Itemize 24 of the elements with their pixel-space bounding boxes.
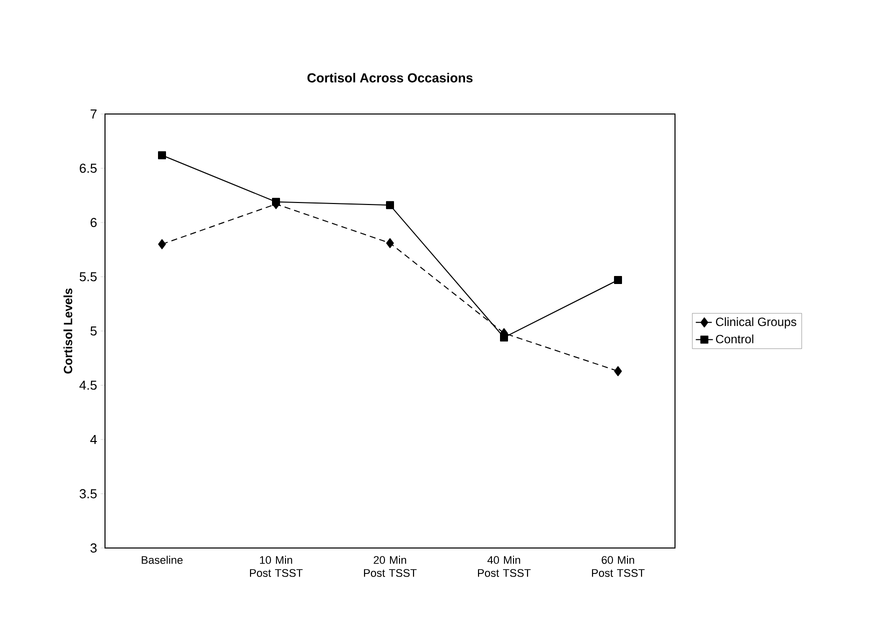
- x-tick-label: 60 Min Post TSST: [592, 556, 645, 577]
- x-tick-label: 10 Min Post TSST: [250, 556, 303, 577]
- x-tick-label: 40 Min Post TSST: [478, 556, 531, 577]
- point: [614, 276, 622, 284]
- point: [158, 151, 166, 160]
- y-axis-title: Cortisol Levels: [63, 288, 72, 374]
- chart-title: Cortisol Across Occasions: [307, 72, 473, 82]
- x-tick-label: 20 Min Post TSST: [364, 556, 417, 577]
- legend-label: Control: [716, 334, 754, 344]
- y-tick-label: 4.5: [79, 380, 97, 390]
- y-tick-label: 4: [90, 435, 97, 444]
- legend-label: Clinical Groups: [716, 317, 796, 328]
- y-tick-label: 5.5: [80, 272, 97, 282]
- point: [614, 366, 622, 376]
- y-tick-label: 6.5: [80, 164, 97, 173]
- point: [386, 238, 394, 248]
- point: [386, 201, 394, 210]
- y-tick-label: 7: [90, 110, 97, 118]
- y-tick-label: 5: [90, 326, 97, 336]
- y-tick-label: 3.5: [80, 489, 97, 498]
- y-tick-label: 6: [90, 218, 97, 228]
- y-tick-label: 3: [90, 543, 97, 553]
- x-tick-label: Baseline: [142, 556, 183, 564]
- point: [158, 239, 166, 250]
